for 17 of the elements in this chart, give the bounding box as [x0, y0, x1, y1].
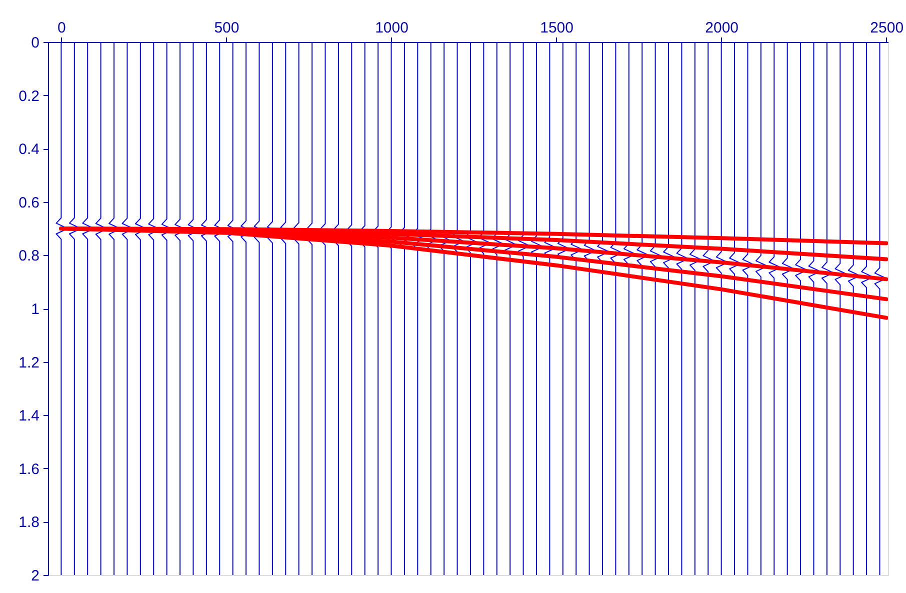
y-tick-label: 1.2	[18, 354, 40, 372]
y-tick-label: 1.8	[18, 514, 40, 532]
x-tick-label: 2000	[705, 20, 739, 36]
x-tick-label: 1000	[375, 20, 408, 36]
x-tick-label: 500	[214, 20, 240, 36]
x-tick-label: 0	[58, 20, 66, 36]
y-tick-label: 1.4	[18, 408, 40, 425]
y-tick-label: 0.6	[18, 194, 40, 212]
y-tick-label: 1	[31, 301, 40, 318]
y-tick-label: 1.6	[18, 460, 40, 478]
y-tick-label: 0.4	[18, 141, 40, 158]
y-tick-label: 0.2	[18, 88, 40, 105]
x-tick-label: 1500	[540, 20, 574, 36]
y-tick-label: 2	[31, 568, 40, 584]
y-tick-label: 0	[31, 34, 40, 52]
x-tick-label: 2500	[870, 20, 904, 36]
y-tick-label: 0.8	[18, 248, 40, 265]
